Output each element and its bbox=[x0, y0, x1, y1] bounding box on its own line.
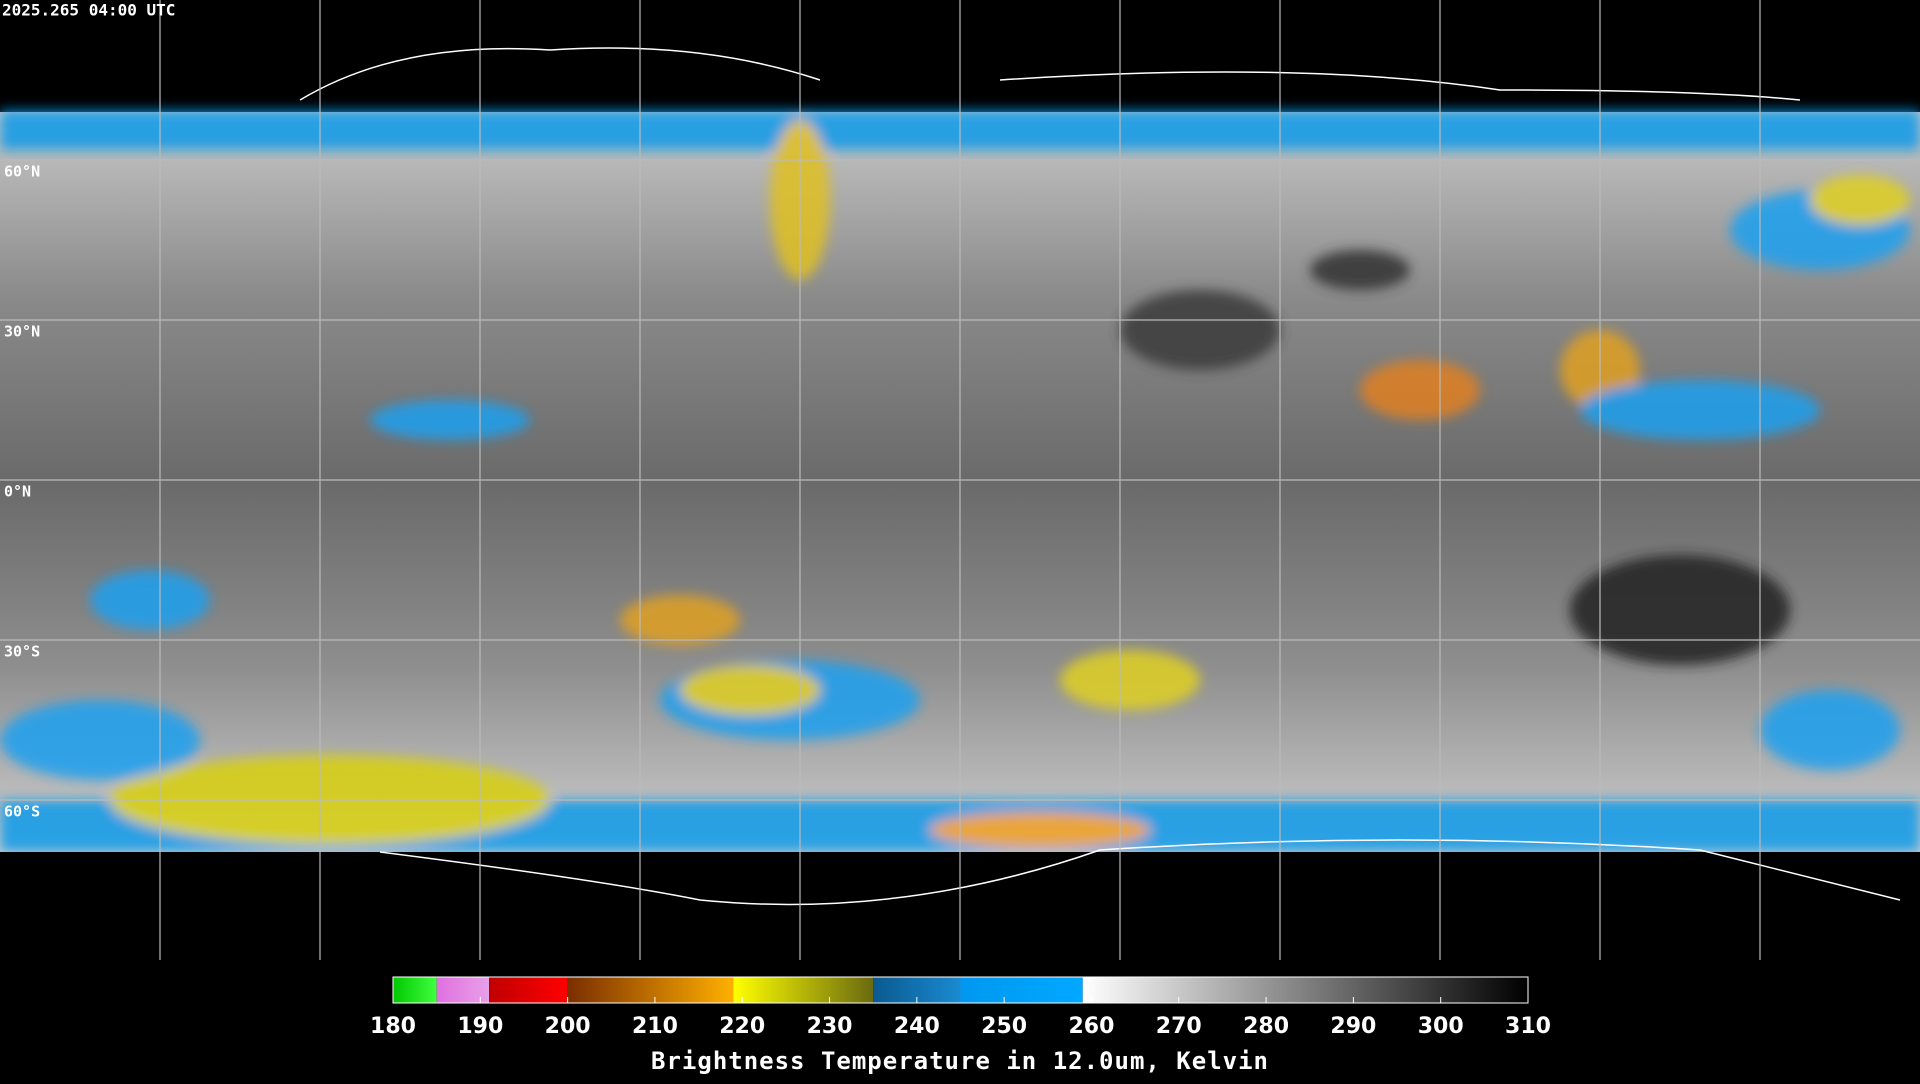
colorbar: 180 190 200 210 220 230 240 250 260 270 280 290 300 3… bbox=[370, 977, 1551, 1039]
colorbar-tick-label: 180 bbox=[370, 1014, 416, 1039]
colorbar-segment bbox=[960, 977, 1083, 1003]
colorbar-segment bbox=[393, 977, 437, 1003]
colorbar-tick-label: 220 bbox=[719, 1014, 765, 1039]
lat-label: 30°N bbox=[4, 323, 40, 341]
colorbar-segment bbox=[489, 977, 568, 1003]
lat-label: 60°S bbox=[4, 803, 40, 821]
colorbar-segment bbox=[436, 977, 490, 1003]
colorbar-tick-label: 210 bbox=[632, 1014, 678, 1039]
timestamp: 2025.265 04:00 UTC bbox=[2, 1, 175, 20]
colorbar-caption: Brightness Temperature in 12.0um, Kelvin bbox=[651, 1047, 1269, 1075]
colorbar-tick-label: 190 bbox=[457, 1014, 503, 1039]
colorbar-tick-label: 200 bbox=[545, 1014, 591, 1039]
lat-label: 60°N bbox=[4, 163, 40, 181]
colorbar-segment bbox=[733, 977, 874, 1003]
colorbar-segment bbox=[567, 977, 734, 1003]
colorbar-tick-label: 280 bbox=[1243, 1014, 1289, 1039]
graticule: 60°N 30°N 0°N 30°S 60°S bbox=[0, 0, 1920, 960]
colorbar-tick-label: 290 bbox=[1330, 1014, 1376, 1039]
lat-label: 0°N bbox=[4, 483, 31, 501]
colorbar-tick-label: 310 bbox=[1505, 1014, 1551, 1039]
colorbar-segment bbox=[1082, 977, 1528, 1003]
colorbar-tick-label: 250 bbox=[981, 1014, 1027, 1039]
colorbar-tick-label: 230 bbox=[807, 1014, 853, 1039]
colorbar-tick-label: 240 bbox=[894, 1014, 940, 1039]
colorbar-tick-label: 270 bbox=[1156, 1014, 1202, 1039]
colorbar-tick-label: 260 bbox=[1068, 1014, 1114, 1039]
lat-label: 30°S bbox=[4, 643, 40, 661]
colorbar-tick-label: 300 bbox=[1418, 1014, 1464, 1039]
colorbar-frame bbox=[392, 976, 1529, 1004]
